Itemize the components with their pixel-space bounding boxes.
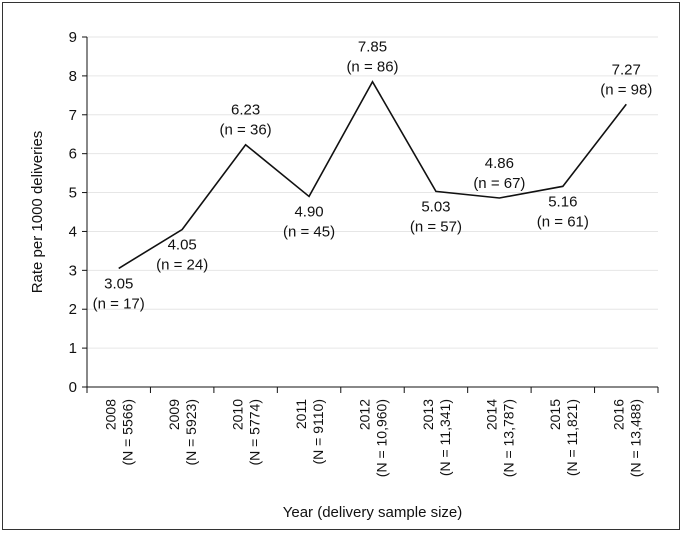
- y-tick-label: 5: [69, 185, 77, 202]
- y-tick-label: 1: [69, 340, 77, 357]
- x-tick-year: 2008: [103, 399, 119, 430]
- y-tick-label: 6: [69, 146, 77, 163]
- x-tick-sample-size: (N = 5923): [183, 399, 199, 466]
- data-label-count: (n = 24): [156, 257, 208, 274]
- data-label-value: 7.85: [358, 39, 387, 56]
- y-tick-label: 2: [69, 301, 77, 318]
- x-tick-year: 2009: [166, 399, 182, 430]
- gridlines: [87, 36, 658, 349]
- y-tick-label: 7: [69, 107, 77, 124]
- x-tick-label: 2008 (N = 5566): [103, 399, 136, 466]
- data-label-count: (n = 57): [410, 218, 462, 235]
- data-label: 6.23 (n = 36): [220, 102, 272, 139]
- series-line-group: [118, 80, 627, 270]
- x-tick-year: 2015: [547, 399, 563, 430]
- x-tick-label: 2013 (N = 11,341): [420, 399, 453, 476]
- data-label-value: 5.16: [548, 193, 577, 210]
- data-label-value: 5.03: [421, 198, 450, 215]
- y-axis-ticks: 0 1 2 3 4 5 6 7 8 9: [69, 29, 87, 396]
- data-label-count: (n = 36): [220, 122, 272, 139]
- y-tick-label: 3: [69, 262, 77, 279]
- x-tick-year: 2014: [483, 399, 499, 430]
- data-label-value: 7.27: [612, 61, 641, 78]
- x-tick-sample-size: (N = 13,787): [500, 399, 516, 477]
- x-tick-sample-size: (N = 13,488): [627, 399, 643, 477]
- x-tick-label: 2011 (N = 9110): [293, 399, 326, 465]
- data-label: 4.90 (n = 45): [283, 203, 335, 240]
- x-axis-title: Year (delivery sample size): [283, 504, 463, 521]
- data-label-value: 6.23: [231, 102, 260, 119]
- data-label: 4.86 (n = 67): [473, 155, 525, 192]
- y-tick-label: 9: [69, 29, 77, 46]
- data-label-value: 4.86: [485, 155, 514, 172]
- data-label-count: (n = 86): [346, 59, 398, 76]
- x-tick-label: 2015 (N = 11,821): [547, 399, 580, 476]
- x-tick-label: 2012 (N = 10,960): [357, 399, 390, 477]
- data-label-value: 4.90: [294, 203, 323, 220]
- y-tick-label: 4: [69, 223, 77, 240]
- data-label-value: 4.05: [168, 237, 197, 254]
- y-axis-title: Rate per 1000 deliveries: [29, 131, 46, 294]
- x-tick-sample-size: (N = 10,960): [374, 399, 390, 477]
- x-tick-sample-size: (N = 11,821): [564, 399, 580, 476]
- x-tick-sample-size: (N = 9110): [310, 399, 326, 465]
- data-label-count: (n = 61): [537, 213, 589, 230]
- x-tick-sample-size: (N = 5774): [247, 399, 263, 466]
- x-tick-label: 2009 (N = 5923): [166, 399, 199, 466]
- x-tick-label: 2016 (N = 13,488): [610, 399, 643, 477]
- x-tick-year: 2011: [293, 399, 309, 429]
- data-label-count: (n = 98): [600, 81, 652, 98]
- data-label-count: (n = 45): [283, 223, 335, 240]
- x-tick-year: 2013: [420, 399, 436, 430]
- x-tick-label: 2014 (N = 13,787): [483, 399, 516, 477]
- x-tick-label: 2010 (N = 5774): [230, 399, 263, 466]
- data-label: 3.05 (n = 17): [93, 275, 145, 312]
- x-tick-sample-size: (N = 11,341): [437, 399, 453, 476]
- data-label-count: (n = 17): [93, 295, 145, 312]
- series-line: [118, 80, 627, 270]
- y-tick-label: 8: [69, 68, 77, 85]
- x-axis-ticks: 2008 (N = 5566) 2009 (N = 5923) 2010 (N = 577…: [86, 387, 659, 477]
- data-label-value: 3.05: [104, 275, 133, 292]
- y-tick-label: 0: [69, 379, 77, 396]
- data-label: 5.03 (n = 57): [410, 198, 462, 235]
- x-tick-sample-size: (N = 5566): [120, 399, 136, 466]
- data-label-count: (n = 67): [473, 175, 525, 192]
- data-label: 7.85 (n = 86): [346, 39, 398, 76]
- data-label: 5.16 (n = 61): [537, 193, 589, 230]
- x-tick-year: 2016: [610, 399, 626, 430]
- data-label: 7.27 (n = 98): [600, 61, 652, 98]
- data-labels: 3.05 (n = 17) 4.05 (n = 24) 6.23 (n = 36) 4.90…: [93, 39, 653, 313]
- x-tick-year: 2012: [357, 399, 373, 430]
- data-label: 4.05 (n = 24): [156, 237, 208, 274]
- x-tick-year: 2010: [230, 399, 246, 430]
